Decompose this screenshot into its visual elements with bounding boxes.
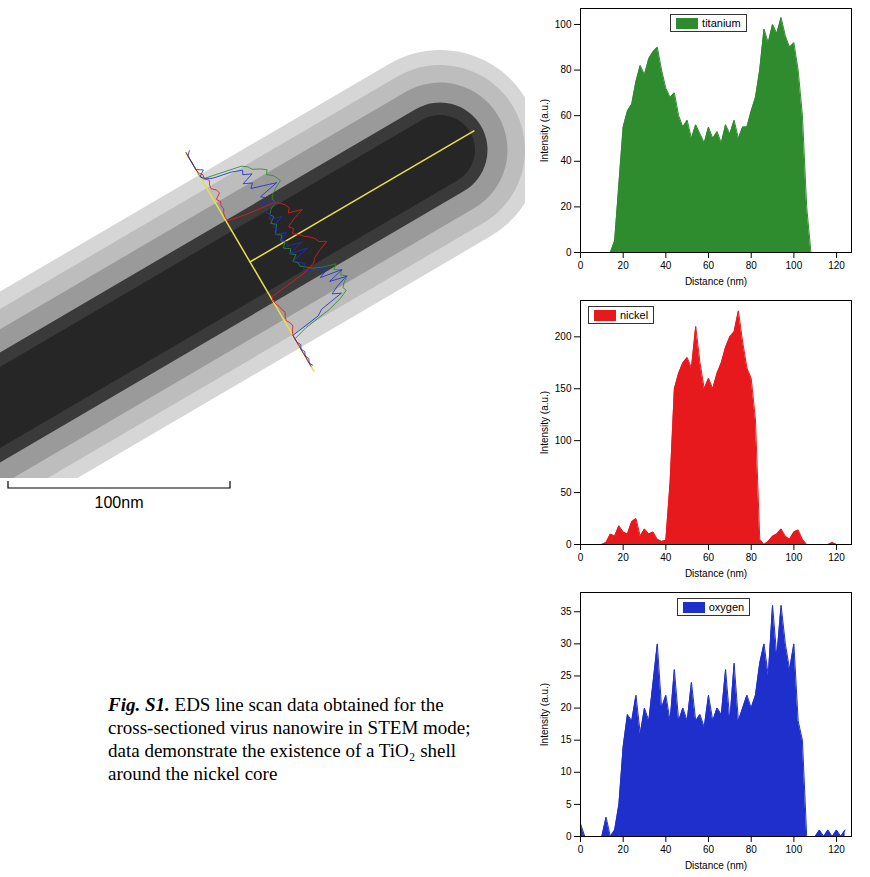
svg-text:80: 80	[746, 844, 758, 855]
svg-text:20: 20	[618, 552, 630, 563]
svg-text:60: 60	[560, 110, 572, 121]
svg-text:120: 120	[828, 844, 845, 855]
svg-text:120: 120	[828, 260, 845, 271]
svg-text:40: 40	[660, 260, 672, 271]
svg-text:80: 80	[746, 552, 758, 563]
svg-text:60: 60	[703, 260, 715, 271]
svg-text:120: 120	[828, 552, 845, 563]
html-text:Fig. S1. EDS line scan data ob: Fig. S1. EDS line scan data obtained for…	[108, 694, 471, 784]
svg-text:0: 0	[578, 260, 584, 271]
svg-text:25: 25	[560, 670, 572, 681]
svg-text:Distance (nm): Distance (nm)	[685, 860, 747, 871]
svg-text:100: 100	[786, 552, 803, 563]
html-text:nickel: nickel	[620, 309, 649, 321]
svg-text:Intensity (a.u.): Intensity (a.u.)	[539, 99, 550, 162]
svg-text:0: 0	[566, 539, 572, 550]
svg-text:60: 60	[703, 844, 715, 855]
svg-text:Intensity (a.u.): Intensity (a.u.)	[539, 391, 550, 454]
svg-text:20: 20	[618, 260, 630, 271]
svg-text:Intensity (a.u.): Intensity (a.u.)	[539, 683, 550, 746]
html-text:oxygen: oxygen	[708, 601, 745, 613]
svg-text:10: 10	[560, 766, 572, 777]
svg-text:100: 100	[786, 260, 803, 271]
svg-text:0: 0	[566, 831, 572, 842]
svg-text:50: 50	[560, 487, 572, 498]
svg-text:Distance (nm): Distance (nm)	[685, 568, 747, 579]
svg-text:5: 5	[566, 799, 572, 810]
svg-text:40: 40	[660, 844, 672, 855]
svg-text:0: 0	[578, 844, 584, 855]
svg-text:30: 30	[560, 638, 572, 649]
svg-text:100nm: 100nm	[95, 494, 144, 511]
svg-text:20: 20	[618, 844, 630, 855]
svg-text:20: 20	[560, 702, 572, 713]
svg-text:100: 100	[555, 19, 572, 30]
svg-text:80: 80	[560, 64, 572, 75]
svg-text:0: 0	[566, 247, 572, 258]
svg-text:200: 200	[555, 331, 572, 342]
html-text:titanium: titanium	[702, 17, 741, 29]
svg-text:Distance (nm): Distance (nm)	[685, 276, 747, 287]
svg-text:40: 40	[560, 155, 572, 166]
svg-text:0: 0	[578, 552, 584, 563]
svg-text:60: 60	[703, 552, 715, 563]
svg-text:40: 40	[660, 552, 672, 563]
svg-text:20: 20	[560, 201, 572, 212]
svg-text:150: 150	[555, 383, 572, 394]
svg-text:100: 100	[786, 844, 803, 855]
svg-text:80: 80	[746, 260, 758, 271]
svg-text:35: 35	[560, 606, 572, 617]
svg-text:15: 15	[560, 734, 572, 745]
svg-text:100: 100	[555, 435, 572, 446]
